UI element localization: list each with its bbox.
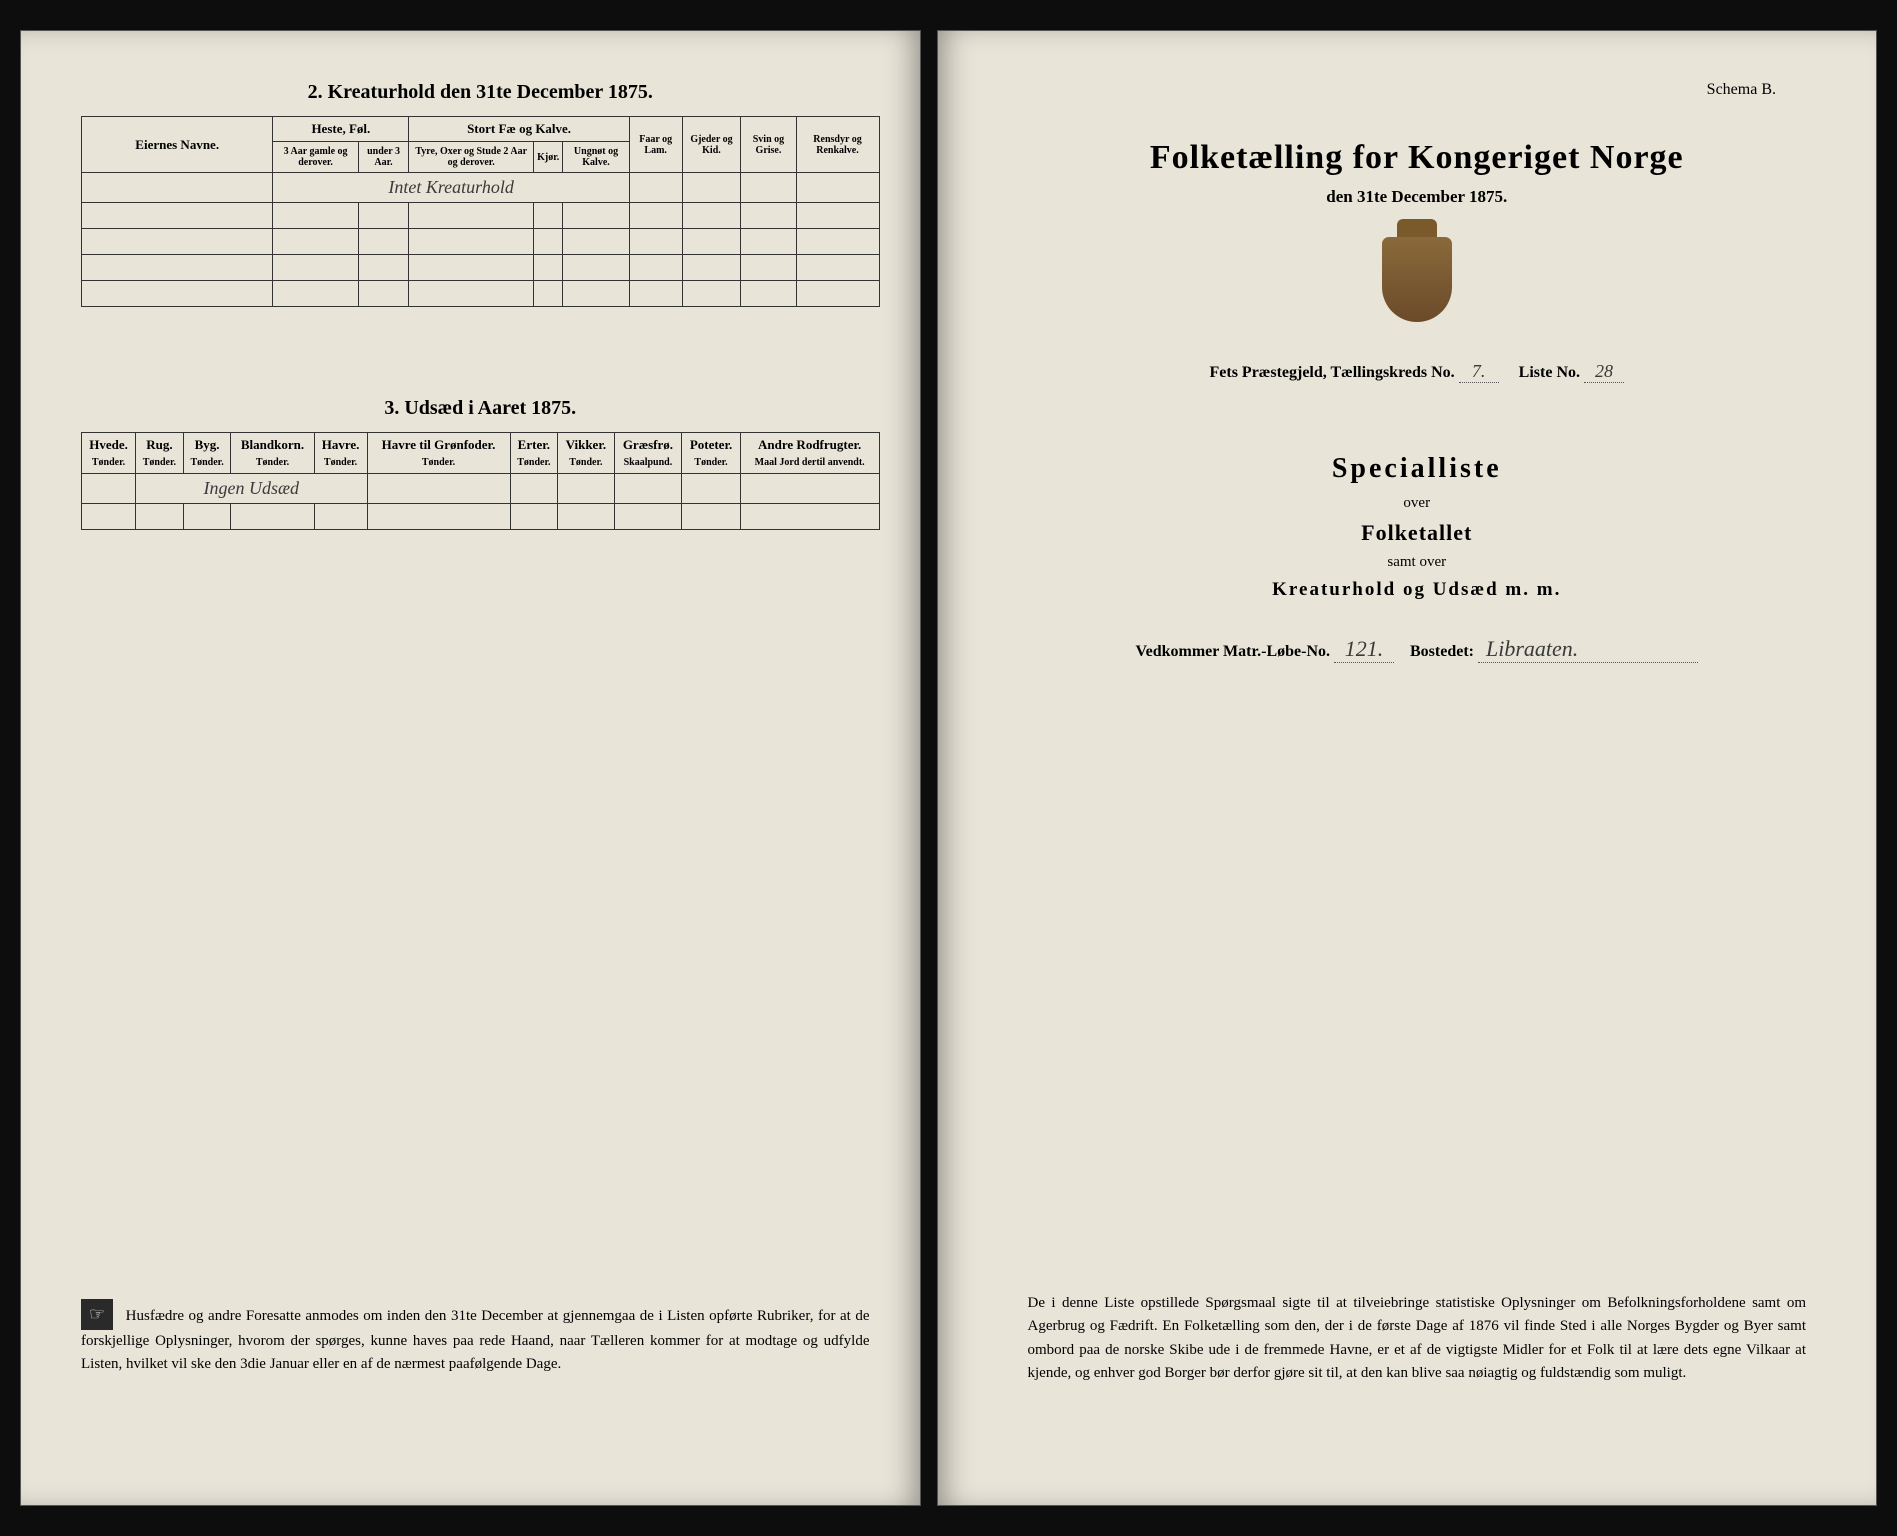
c1: Hvede.Tønder. [82,433,136,474]
vedkommer-label: Vedkommer Matr.-Løbe-No. [1136,643,1331,660]
left-footer-note: ☞ Husfædre og andre Foresatte anmodes om… [81,1299,870,1375]
c7: Erter.Tønder. [510,433,558,474]
c6: Havre til Grønfoder.Tønder. [367,433,510,474]
section2-title: 2. Kreaturhold den 31te December 1875. [81,81,880,104]
c3: Byg.Tønder. [183,433,231,474]
pointing-hand-icon: ☞ [81,1299,113,1330]
bostedet-label: Bostedet: [1410,643,1474,660]
col-svin: Svin og Grise. [741,117,796,173]
sub-s1: Tyre, Oxer og Stude 2 Aar og derover. [409,142,534,173]
right-page: Schema B. Folketælling for Kongeriget No… [937,30,1878,1506]
sub-h1: 3 Aar gamle og derover. [273,142,358,173]
c11: Andre Rodfrugter.Maal Jord dertil anvend… [740,433,879,474]
liste-no: 28 [1584,361,1624,383]
col-rensdyr: Rensdyr og Renkalve. [796,117,879,173]
col-eiernes: Eiernes Navne. [82,117,273,173]
kreaturhold-table: Eiernes Navne. Heste, Føl. Stort Fæ og K… [81,116,880,307]
c4: Blandkorn.Tønder. [231,433,314,474]
sub-h2: under 3 Aar. [358,142,409,173]
kreatur-heading: Kreaturhold og Udsæd m. m. [1018,579,1817,601]
c10: Poteter.Tønder. [682,433,741,474]
district-no: 7. [1459,361,1499,383]
sub-s3: Ungnøt og Kalve. [563,142,630,173]
c8: Vikker.Tønder. [558,433,614,474]
footer-text: Husfædre og andre Foresatte anmodes om i… [81,1308,870,1372]
udsaed-table: Hvede.Tønder. Rug.Tønder. Byg.Tønder. Bl… [81,432,880,530]
specialliste-heading: Specialliste [1018,453,1817,485]
schema-label: Schema B. [1018,81,1817,99]
section3-title: 3. Udsæd i Aaret 1875. [81,397,880,420]
census-date: den 31te December 1875. [1018,187,1817,207]
c5: Havre.Tønder. [314,433,367,474]
c9: Græsfrø.Skaalpund. [614,433,682,474]
col-gjeder: Gjeder og Kid. [682,117,741,173]
book-spread: 2. Kreaturhold den 31te December 1875. E… [0,0,1897,1536]
kreatur-handwritten: Intet Kreaturhold [273,173,629,203]
left-page: 2. Kreaturhold den 31te December 1875. E… [20,30,921,1506]
vedkommer-line: Vedkommer Matr.-Løbe-No. 121. Bostedet: … [1018,636,1817,663]
census-title: Folketælling for Kongeriget Norge [1018,139,1817,177]
col-faar: Faar og Lam. [629,117,682,173]
liste-label: Liste No. [1519,364,1580,381]
right-footer-paragraph: De i denne Liste opstillede Spørgsmaal s… [1028,1292,1807,1385]
c2: Rug.Tønder. [136,433,184,474]
matr-no: 121. [1334,636,1394,663]
udsaed-handwritten: Ingen Udsæd [136,474,367,504]
coat-of-arms-icon [1018,237,1817,336]
bostedet-value: Libraaten. [1478,636,1698,663]
col-heste: Heste, Føl. [273,117,409,142]
over-label-1: over [1018,495,1817,512]
district-prefix: Fets Præstegjeld, Tællingskreds No. [1209,364,1454,381]
samt-label: samt over [1018,554,1817,571]
folketallet-heading: Folketallet [1018,520,1817,546]
sub-s2: Kjør. [534,142,563,173]
district-line: Fets Præstegjeld, Tællingskreds No. 7. L… [1018,361,1817,383]
col-stort: Stort Fæ og Kalve. [409,117,629,142]
